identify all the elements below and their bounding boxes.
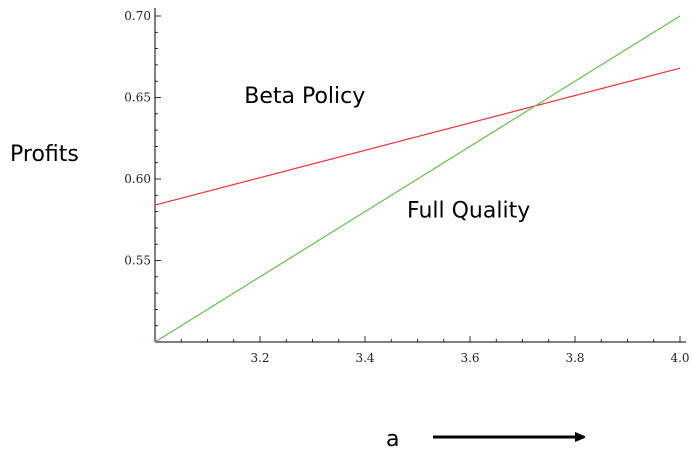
series-line-full-quality — [154, 15, 681, 343]
x-tick-label: 3.4 — [355, 351, 374, 365]
series-group — [154, 15, 681, 343]
y-tick-label: 0.55 — [124, 254, 151, 268]
x-tick-label: 3.6 — [460, 351, 479, 365]
y-tick-label: 0.65 — [124, 91, 151, 105]
y-tick-label: 0.70 — [124, 9, 151, 23]
x-tick-label: 3.8 — [565, 351, 584, 365]
annotations-group: Beta Policy Full Quality — [244, 84, 530, 223]
series-line-beta-policy — [154, 67, 681, 206]
x-tick-label: 4.0 — [670, 351, 689, 365]
y-tick-label: 0.60 — [124, 172, 151, 186]
annotation-beta-policy: Beta Policy — [244, 84, 365, 109]
y-axis-label: Profits — [10, 142, 79, 167]
axes: 3.2 3.4 3.6 3.8 4.0 0.55 0.60 0.65 0.70 — [124, 8, 690, 365]
x-tick-label: 3.2 — [250, 351, 269, 365]
x-axis-label: a — [386, 427, 399, 452]
annotation-full-quality: Full Quality — [407, 198, 530, 223]
